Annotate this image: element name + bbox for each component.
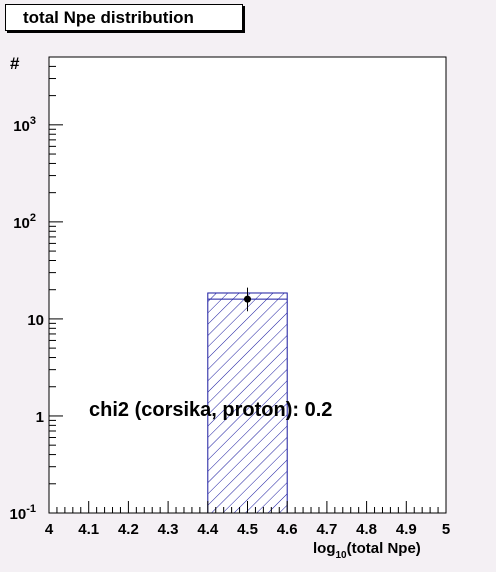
x-tick-label: 4.5 bbox=[237, 521, 258, 538]
x-axis-label-rest: (total Npe) bbox=[347, 540, 421, 557]
x-tick-label: 4.9 bbox=[396, 521, 417, 538]
x-tick-label: 5 bbox=[442, 521, 450, 538]
x-tick-label: 4.3 bbox=[158, 521, 179, 538]
chart-title: total Npe distribution bbox=[5, 4, 243, 31]
x-axis-label-main: log bbox=[313, 540, 336, 557]
y-tick-label: 102 bbox=[13, 212, 36, 232]
x-tick-label: 4.1 bbox=[78, 521, 99, 538]
x-tick-label: 4.6 bbox=[277, 521, 298, 538]
data-point-0 bbox=[244, 295, 251, 303]
x-tick-label: 4.4 bbox=[197, 521, 219, 538]
x-tick-label: 4.2 bbox=[118, 521, 139, 538]
chi2-annotation: chi2 (corsika, proton): 0.2 bbox=[89, 399, 332, 421]
x-tick-label: 4.7 bbox=[316, 521, 337, 538]
y-tick-label: 10-1 bbox=[10, 503, 36, 523]
y-tick-label: 1 bbox=[36, 409, 44, 426]
x-axis-label-sub: 10 bbox=[336, 550, 348, 561]
x-axis-label: log10(total Npe) bbox=[313, 540, 421, 561]
y-axis-label: # bbox=[10, 54, 20, 73]
x-tick-label: 4.8 bbox=[356, 521, 377, 538]
y-tick-label: 10 bbox=[27, 312, 44, 329]
histogram-bar-0 bbox=[207, 292, 288, 514]
y-tick-label: 103 bbox=[13, 115, 36, 135]
x-tick-label: 4 bbox=[45, 521, 54, 538]
